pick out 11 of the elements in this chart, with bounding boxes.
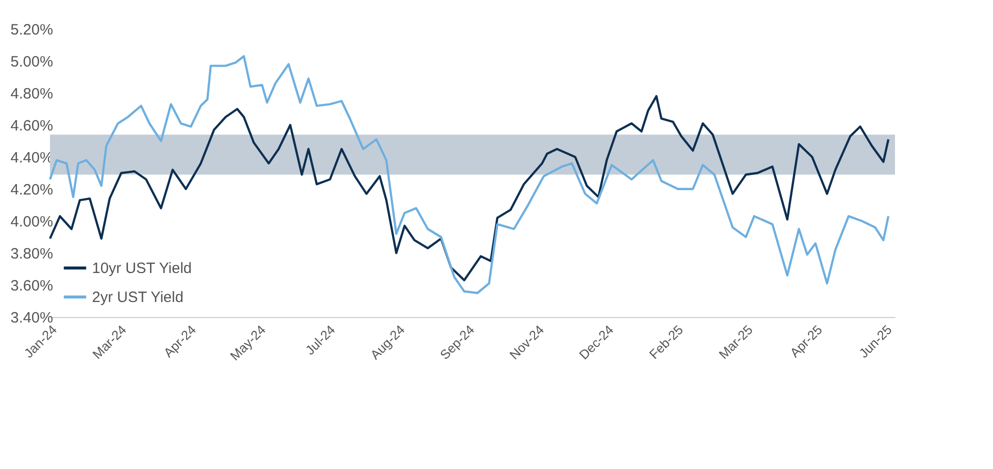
y-tick-label: 3.40%: [10, 310, 54, 326]
y-tick-label: 4.00%: [10, 214, 54, 230]
y-tick-label: 5.00%: [10, 54, 54, 70]
y-tick-label: 3.60%: [10, 278, 54, 294]
legend-label: 10yr UST Yield: [92, 260, 192, 277]
y-tick-label: 4.20%: [10, 182, 54, 198]
legend-label: 2yr UST Yield: [92, 289, 184, 306]
y-tick-label: 3.80%: [10, 246, 54, 262]
y-tick-label: 5.20%: [10, 22, 54, 38]
y-tick-label: 4.60%: [10, 118, 54, 134]
y-tick-label: 4.80%: [10, 86, 54, 102]
